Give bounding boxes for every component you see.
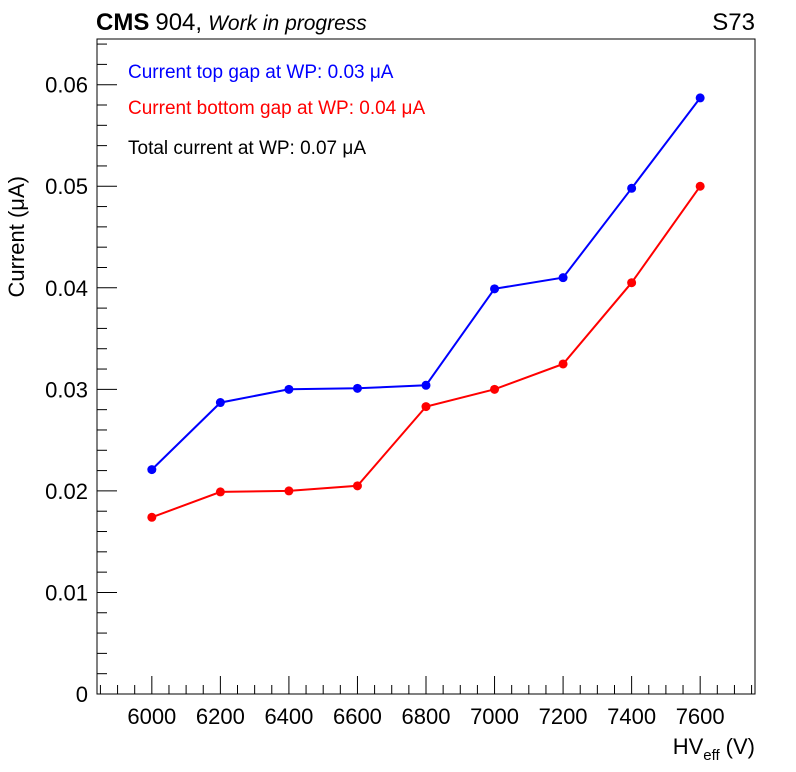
x-tick-labels: 6000 6200 6400 6600 6800 7000 7200 7400 7600 xyxy=(127,704,724,729)
x-tick-label: 6400 xyxy=(264,704,313,729)
data-point xyxy=(215,487,225,497)
x-tick-label: 6000 xyxy=(127,704,176,729)
data-point xyxy=(558,359,568,369)
y-tick-label: 0.05 xyxy=(45,174,88,199)
data-point xyxy=(215,398,225,408)
x-tick-label: 6200 xyxy=(196,704,245,729)
site-label: 904, xyxy=(155,9,202,36)
cms-header: CMS 904, Work in progress xyxy=(96,9,367,36)
y-tick-labels: 0 0.01 0.02 0.03 0.04 0.05 0.06 xyxy=(45,73,88,707)
x-axis-unit: (V) xyxy=(726,734,755,759)
data-point xyxy=(421,380,431,390)
data-point xyxy=(284,486,294,496)
data-point xyxy=(558,273,568,283)
x-axis-subscript: eff xyxy=(703,747,720,764)
x-tick-label: 7200 xyxy=(539,704,588,729)
y-tick-label: 0.01 xyxy=(45,580,88,605)
annotation-bottom-gap: Current bottom gap at WP: 0.04 μA xyxy=(128,98,425,119)
axis-ticks xyxy=(97,43,753,695)
data-point xyxy=(627,183,637,193)
x-tick-label: 7000 xyxy=(470,704,519,729)
x-axis-label: HV xyxy=(673,734,704,759)
y-axis-title: Current (μA) xyxy=(4,176,29,297)
x-tick-label: 7600 xyxy=(676,704,725,729)
data-point xyxy=(421,402,431,412)
data-point xyxy=(627,278,637,288)
annotation-top-gap: Current top gap at WP: 0.03 μA xyxy=(128,62,394,83)
y-tick-label: 0.06 xyxy=(45,73,88,98)
x-tick-label: 6600 xyxy=(333,704,382,729)
series-points xyxy=(147,93,705,522)
data-point xyxy=(490,284,500,294)
y-tick-label: 0.04 xyxy=(45,276,88,301)
status-label: Work in progress xyxy=(208,12,367,35)
data-point xyxy=(352,481,362,491)
x-axis-title: HVeff (V) xyxy=(673,734,755,764)
x-tick-label: 7400 xyxy=(607,704,656,729)
x-tick-label: 6800 xyxy=(402,704,451,729)
data-point xyxy=(147,512,157,522)
y-tick-label: 0.02 xyxy=(45,479,88,504)
annotation-total: Total current at WP: 0.07 μA xyxy=(128,138,366,159)
data-point xyxy=(147,465,157,475)
chamber-label: S73 xyxy=(712,9,755,36)
data-point xyxy=(490,384,500,394)
y-tick-label: 0 xyxy=(76,682,88,707)
data-point xyxy=(352,383,362,393)
y-tick-label: 0.03 xyxy=(45,377,88,402)
experiment-label: CMS xyxy=(96,9,149,36)
data-point xyxy=(695,181,705,191)
data-point xyxy=(284,384,294,394)
data-point xyxy=(695,93,705,103)
